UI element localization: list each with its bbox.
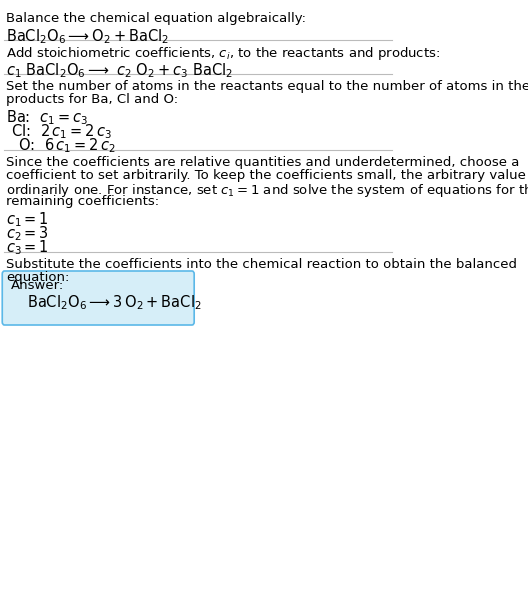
Text: O:  $6\,c_1 = 2\,c_2$: O: $6\,c_1 = 2\,c_2$ bbox=[9, 136, 116, 155]
Text: $c_1 = 1$: $c_1 = 1$ bbox=[6, 210, 49, 229]
Text: products for Ba, Cl and O:: products for Ba, Cl and O: bbox=[6, 93, 178, 106]
Text: Add stoichiometric coefficients, $c_i$, to the reactants and products:: Add stoichiometric coefficients, $c_i$, … bbox=[6, 45, 440, 62]
Text: $c_1\ \mathrm{BaCl_2O_6 \longrightarrow}\ c_2\ \mathrm{O_2} + c_3\ \mathrm{BaCl_: $c_1\ \mathrm{BaCl_2O_6 \longrightarrow}… bbox=[6, 61, 233, 80]
Text: Cl:  $2\,c_1 = 2\,c_3$: Cl: $2\,c_1 = 2\,c_3$ bbox=[7, 122, 112, 141]
Text: $c_2 = 3$: $c_2 = 3$ bbox=[6, 224, 49, 243]
Text: equation:: equation: bbox=[6, 271, 69, 284]
Text: $c_3 = 1$: $c_3 = 1$ bbox=[6, 238, 49, 256]
Text: Since the coefficients are relative quantities and underdetermined, choose a: Since the coefficients are relative quan… bbox=[6, 156, 520, 169]
Text: remaining coefficients:: remaining coefficients: bbox=[6, 195, 159, 208]
Text: Balance the chemical equation algebraically:: Balance the chemical equation algebraica… bbox=[6, 12, 306, 25]
Text: Substitute the coefficients into the chemical reaction to obtain the balanced: Substitute the coefficients into the che… bbox=[6, 258, 517, 271]
Text: Answer:: Answer: bbox=[11, 279, 64, 292]
Text: Ba:  $c_1 = c_3$: Ba: $c_1 = c_3$ bbox=[6, 108, 88, 127]
Text: ordinarily one. For instance, set $c_1 = 1$ and solve the system of equations fo: ordinarily one. For instance, set $c_1 =… bbox=[6, 182, 528, 199]
Text: coefficient to set arbitrarily. To keep the coefficients small, the arbitrary va: coefficient to set arbitrarily. To keep … bbox=[6, 169, 528, 182]
Text: Set the number of atoms in the reactants equal to the number of atoms in the: Set the number of atoms in the reactants… bbox=[6, 80, 528, 93]
Text: $\mathrm{BaCl_2O_6 \longrightarrow O_2 + BaCl_2}$: $\mathrm{BaCl_2O_6 \longrightarrow O_2 +… bbox=[6, 27, 169, 46]
Text: $\mathrm{BaCl_2O_6 \longrightarrow 3\,O_2 + BaCl_2}$: $\mathrm{BaCl_2O_6 \longrightarrow 3\,O_… bbox=[27, 293, 202, 312]
FancyBboxPatch shape bbox=[2, 271, 194, 325]
